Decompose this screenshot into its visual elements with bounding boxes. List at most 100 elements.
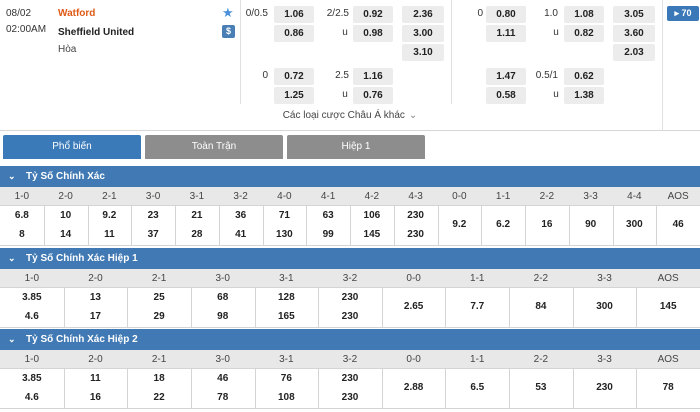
score-odds[interactable]: 230 [341, 373, 359, 384]
score-odds[interactable]: 84 [535, 301, 547, 312]
ft-1x2-away-odds[interactable]: 3.00 [402, 25, 444, 42]
tab-popular[interactable]: Phổ biến [3, 135, 141, 159]
score-odds[interactable]: 10 [60, 210, 72, 221]
score-odds[interactable]: 16 [89, 392, 101, 403]
away-team[interactable]: Sheffield United [58, 27, 135, 38]
h1-ah-away-odds-2[interactable]: 0.58 [486, 87, 526, 104]
more-bets-button[interactable]: ▸ 70 [667, 6, 699, 21]
score-odds[interactable]: 2.88 [403, 382, 424, 393]
ft-ou-over-odds[interactable]: 0.92 [353, 6, 393, 23]
score-odds[interactable]: 21 [191, 210, 203, 221]
score-odds[interactable]: 3.85 [22, 373, 42, 384]
score-odds[interactable]: 6.8 [14, 210, 29, 221]
ft-1x2-home-odds[interactable]: 2.36 [402, 6, 444, 23]
score-odds[interactable]: 23 [147, 210, 159, 221]
score-odds[interactable]: 145 [363, 229, 381, 240]
ft-ou-over-odds-2[interactable]: 1.16 [353, 68, 393, 85]
ft-1x2-draw-odds[interactable]: 3.10 [402, 44, 444, 61]
score-odds[interactable]: 6.5 [470, 382, 485, 393]
score-odds[interactable]: 29 [153, 311, 165, 322]
tab-full-match[interactable]: Toàn Trận [145, 135, 283, 159]
collapse-icon[interactable]: ⌄ [8, 334, 16, 344]
h1-ou-over-odds-2[interactable]: 0.62 [564, 68, 604, 85]
score-odds[interactable]: 16 [541, 219, 553, 230]
score-odds[interactable]: 7.7 [470, 301, 485, 312]
score-odds[interactable]: 230 [407, 229, 424, 240]
score-odds[interactable]: 128 [278, 292, 295, 303]
score-odds[interactable]: 2.65 [403, 301, 424, 312]
score-odds[interactable]: 145 [659, 301, 677, 312]
section-header[interactable]: ⌄ Tỷ Số Chính Xác [0, 166, 700, 187]
score-odds[interactable]: 230 [341, 292, 359, 303]
h1-ah-away-odds[interactable]: 1.11 [486, 25, 526, 42]
ft-ah-away-odds-2[interactable]: 1.25 [274, 87, 314, 104]
score-odds[interactable]: 165 [278, 311, 295, 322]
h1-1x2-home-odds[interactable]: 3.05 [613, 6, 655, 23]
score-odds[interactable]: 25 [153, 292, 165, 303]
score-odds[interactable]: 230 [341, 311, 359, 322]
score-odds[interactable]: 9.2 [102, 210, 117, 221]
score-odds[interactable]: 46 [217, 373, 229, 384]
score-odds[interactable]: 6.2 [496, 219, 511, 230]
score-odds[interactable]: 130 [276, 229, 293, 240]
ft-ou-under-odds-2[interactable]: 0.76 [353, 87, 393, 104]
score-odds[interactable]: 3.85 [22, 292, 42, 303]
score-odds[interactable]: 9.2 [452, 219, 467, 230]
ft-ou-under-odds[interactable]: 0.98 [353, 25, 393, 42]
h1-ou-over-odds[interactable]: 1.08 [564, 6, 604, 23]
ft-ah-home-odds-2[interactable]: 0.72 [274, 68, 314, 85]
score-odds[interactable]: 37 [147, 229, 159, 240]
match-row: 08/02 02:00AM Watford Sheffield United H… [0, 0, 700, 131]
score-odds[interactable]: 108 [278, 392, 295, 403]
ft-ah-home-odds[interactable]: 1.06 [274, 6, 314, 23]
score-odds[interactable]: 53 [535, 382, 547, 393]
score-odds[interactable]: 11 [90, 373, 101, 384]
score-odds[interactable]: 300 [596, 301, 613, 312]
section-header[interactable]: ⌄ Tỷ Số Chính Xác Hiệp 1 [0, 248, 700, 269]
score-odds[interactable]: 11 [104, 229, 115, 240]
score-odds[interactable]: 13 [89, 292, 101, 303]
score-odds[interactable]: 36 [235, 210, 247, 221]
score-odds[interactable]: 14 [60, 229, 72, 240]
score-odds[interactable]: 99 [322, 229, 334, 240]
collapse-icon[interactable]: ⌄ [8, 253, 16, 263]
section-header[interactable]: ⌄ Tỷ Số Chính Xác Hiệp 2 [0, 329, 700, 350]
score-odds[interactable]: 28 [191, 229, 203, 240]
score-odds[interactable]: 17 [89, 311, 101, 322]
score-odds[interactable]: 46 [672, 219, 684, 230]
score-odds[interactable]: 106 [363, 210, 381, 221]
more-asian-bets-label: Các loại cược Châu Á khác [282, 110, 405, 121]
score-odds[interactable]: 230 [407, 210, 424, 221]
score-odds[interactable]: 4.6 [24, 311, 39, 322]
score-odds[interactable]: 76 [280, 373, 292, 384]
score-odds[interactable]: 18 [153, 373, 165, 384]
more-asian-bets-link[interactable]: Các loại cược Châu Á khác ⌄ [250, 110, 450, 121]
score-odds[interactable]: 41 [235, 229, 247, 240]
dollar-icon[interactable]: $ [222, 25, 235, 38]
tab-first-half[interactable]: Hiệp 1 [287, 135, 425, 159]
h1-ah-home-odds-2[interactable]: 1.47 [486, 68, 526, 85]
score-odds[interactable]: 8 [19, 229, 25, 240]
score-odds[interactable]: 68 [217, 292, 229, 303]
score-odds[interactable]: 22 [153, 392, 165, 403]
h1-ah-home-odds[interactable]: 0.80 [486, 6, 526, 23]
score-odds[interactable]: 300 [626, 219, 643, 230]
h1-ou-under-odds-2[interactable]: 1.38 [564, 87, 604, 104]
score-odds[interactable]: 90 [585, 219, 597, 230]
star-icon[interactable]: ★ [222, 5, 234, 20]
score-odds[interactable]: 98 [217, 311, 229, 322]
h1-1x2-away-odds[interactable]: 3.60 [613, 25, 655, 42]
score-odds[interactable]: 230 [596, 382, 613, 393]
h1-ou-under-odds[interactable]: 0.82 [564, 25, 604, 42]
h1-1x2-draw-odds[interactable]: 2.03 [613, 44, 655, 61]
home-team[interactable]: Watford [58, 8, 96, 19]
ft-ah-away-odds[interactable]: 0.86 [274, 25, 314, 42]
score-header: 0-0 [452, 191, 467, 202]
collapse-icon[interactable]: ⌄ [8, 171, 16, 181]
score-odds[interactable]: 78 [217, 392, 229, 403]
score-odds[interactable]: 63 [322, 210, 334, 221]
score-odds[interactable]: 71 [278, 210, 290, 221]
score-odds[interactable]: 230 [341, 392, 359, 403]
score-odds[interactable]: 4.6 [24, 392, 39, 403]
score-odds[interactable]: 78 [662, 382, 674, 393]
